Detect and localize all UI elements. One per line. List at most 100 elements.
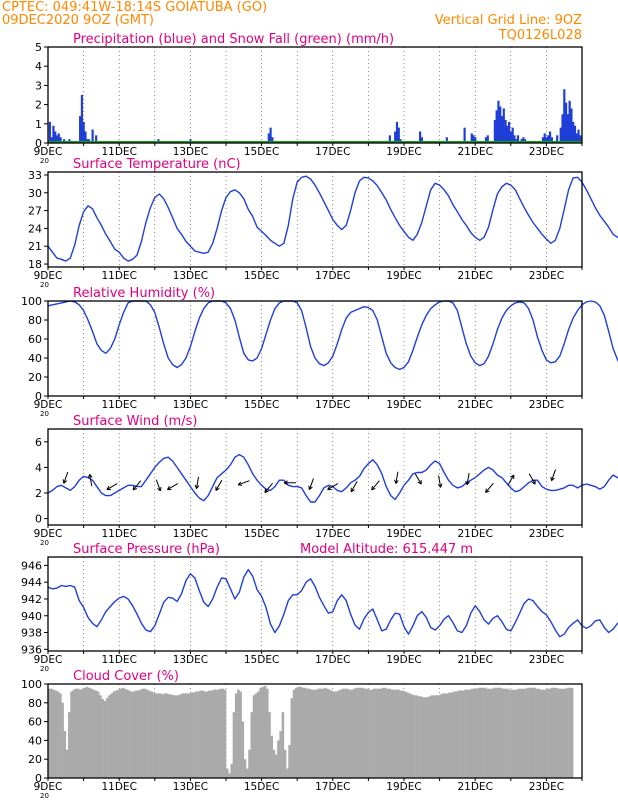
cloud-bar <box>110 693 113 778</box>
cloud-bar <box>515 689 518 778</box>
cloud-title: Cloud Cover (%) <box>73 669 179 684</box>
cloud-bar <box>533 687 536 778</box>
x-tick-label: 13DEC <box>173 654 208 666</box>
cloud-bar <box>504 688 507 778</box>
cloud-bar <box>464 689 467 778</box>
cloud-bar <box>105 698 109 778</box>
cloud-bar <box>426 697 429 778</box>
cloud-bar <box>74 688 78 778</box>
cloud-bar <box>221 688 225 778</box>
precip-bar <box>84 131 87 143</box>
cloud-bar <box>90 688 93 778</box>
y-tick-label: 40 <box>28 734 42 747</box>
cloud-bar <box>561 688 565 778</box>
cloud-bar <box>455 691 458 778</box>
humidity-panel: 0 20 40 60 80 100 9DEC 11DEC 13DEC 15DEC 17DEC 19DE… <box>21 286 618 418</box>
precip-bar <box>568 100 571 143</box>
cloud-bar <box>406 692 409 778</box>
cloud-bar <box>386 688 389 778</box>
cloud-bar <box>72 689 75 778</box>
cloud-bar <box>479 687 483 778</box>
cloud-bar <box>259 687 262 778</box>
cloud-bar <box>457 690 460 778</box>
cloud-bar <box>137 690 140 778</box>
wind-arrow-shaft <box>264 482 273 493</box>
cloud-bar <box>79 689 82 778</box>
x-tick-label: 11DEC <box>101 654 136 666</box>
cloud-bar <box>428 696 431 778</box>
wind-arrow-shaft <box>507 474 515 486</box>
cloud-bar <box>350 689 354 778</box>
cloud-bar <box>366 688 369 778</box>
wind-arrow-shaft <box>155 479 161 492</box>
precip-bar <box>55 135 59 143</box>
precip-bar <box>54 131 57 143</box>
x-tick-label: 19DEC <box>386 781 421 793</box>
precip-bar <box>269 127 272 143</box>
x-tick-label: 19DEC <box>386 654 421 666</box>
cloud-bar <box>132 691 136 778</box>
cloud-bar <box>116 689 120 778</box>
cloud-bar <box>501 688 505 778</box>
cloud-bar <box>419 696 423 778</box>
wind-arrow-head <box>440 483 443 488</box>
cloud-bar <box>439 694 443 778</box>
wind-arrow-head <box>237 481 242 486</box>
y-tick-label: 944 <box>21 576 42 589</box>
cloud-bar <box>488 688 492 778</box>
cloud-bar <box>537 688 541 778</box>
cloud-bar <box>103 700 107 778</box>
cloud-bar <box>312 689 316 778</box>
cloud-bar <box>430 695 434 778</box>
cloud-bar <box>239 691 242 778</box>
precip-bar <box>500 116 504 143</box>
header: CPTEC: 049:41W-18:14S GOIATUBA (GO) 09DE… <box>2 0 582 43</box>
cloud-bar <box>490 688 494 778</box>
cloud-bar <box>114 690 118 778</box>
cloud-bar <box>306 688 309 778</box>
x-tick-label: 9DEC <box>34 270 63 282</box>
precip-bar <box>271 137 274 143</box>
precip-bar <box>504 119 507 143</box>
x-tick-label: 11DEC <box>101 146 136 158</box>
cloud-bar <box>330 690 334 778</box>
cloud-bar <box>299 686 302 778</box>
wind-arrow-head <box>371 485 373 491</box>
precip-bar <box>470 133 473 143</box>
wind-arrow <box>414 473 422 485</box>
wind-arrow-shaft <box>308 478 314 490</box>
cloud-bar <box>163 693 167 778</box>
run-date: 09DEC2020 9OZ (GMT) <box>2 13 154 28</box>
precip-bar <box>561 114 564 143</box>
cloud-bar <box>559 688 563 778</box>
cloud-bar <box>208 690 211 778</box>
cloud-bar <box>52 689 55 778</box>
cloud-bar <box>383 687 387 778</box>
wind-arrow-head <box>417 481 422 485</box>
precip-bar <box>395 121 399 143</box>
precip-bar <box>79 116 82 143</box>
wind-arrow <box>264 482 273 493</box>
cloud-bar <box>495 687 498 778</box>
station-title: CPTEC: 049:41W-18:14S GOIATUBA (GO) <box>2 0 267 15</box>
cloud-bar <box>159 693 162 778</box>
cloud-bar <box>290 698 294 778</box>
cloud-bar <box>319 688 322 778</box>
wind-arrow-head <box>106 485 110 490</box>
cloud-bar <box>50 688 53 778</box>
x-tick-label: 13DEC <box>173 399 208 411</box>
x-tick-label: 21DEC <box>457 399 492 411</box>
cloud-bar <box>192 692 196 778</box>
precip-bar <box>579 135 582 143</box>
cloud-bar <box>228 773 231 778</box>
cloud-bar <box>321 688 325 778</box>
cloud-bar <box>161 694 164 778</box>
x-tick-label: 15DEC <box>244 654 279 666</box>
cloud-bar <box>477 687 480 778</box>
cloud-bar <box>70 691 73 778</box>
y-tick-label: 0 <box>35 137 42 150</box>
cloud-bar <box>444 693 447 778</box>
cloud-bar <box>513 689 516 778</box>
wind-arrow-shaft <box>395 471 399 484</box>
wind-arrow <box>308 478 314 491</box>
